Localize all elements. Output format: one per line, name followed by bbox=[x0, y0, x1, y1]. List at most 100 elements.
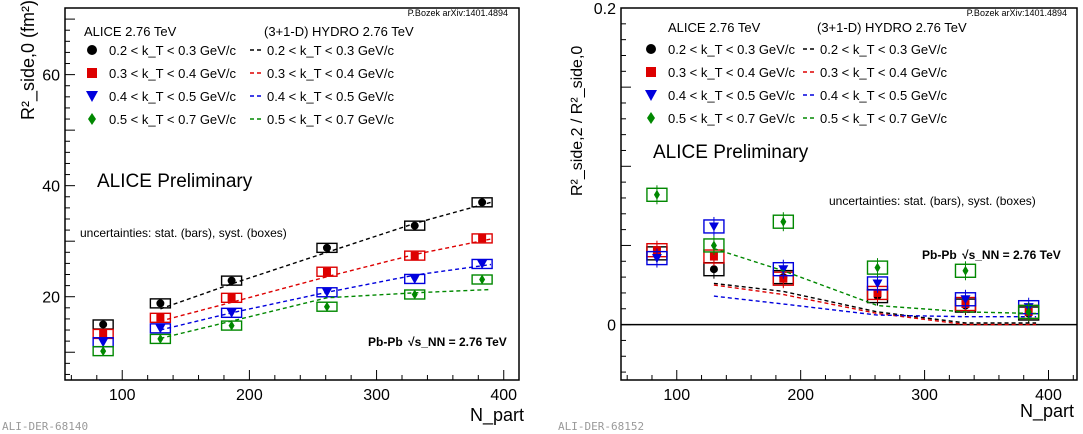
data-layer bbox=[92, 197, 493, 357]
plot-frame bbox=[620, 7, 1078, 381]
data-point bbox=[710, 240, 717, 251]
legend-marker bbox=[86, 91, 98, 102]
y-tick-label: 60 bbox=[42, 68, 60, 85]
x-axis-label: N_part bbox=[1020, 401, 1074, 422]
legend-header-data: ALICE 2.76 TeV bbox=[668, 20, 761, 35]
uncertainties-note: uncertainties: stat. (bars), syst. (boxe… bbox=[80, 226, 287, 240]
legend-header-model: (3+1-D) HYDRO 2.76 TeV bbox=[264, 24, 414, 39]
legend-label-model: 0.2 < k_T < 0.3 GeV/c bbox=[267, 43, 394, 58]
x-axis-label: N_part bbox=[470, 405, 524, 426]
x-tick-label: 100 bbox=[109, 387, 136, 404]
legend-marker bbox=[87, 45, 97, 55]
data-point bbox=[410, 221, 419, 230]
data-point bbox=[99, 329, 108, 338]
data-point bbox=[322, 267, 331, 276]
legend-marker bbox=[88, 113, 96, 125]
data-point bbox=[478, 198, 487, 207]
legend-label-data: 0.2 < k_T < 0.3 GeV/c bbox=[109, 43, 236, 58]
energy-label: √s_NN = 2.76 TeV bbox=[962, 248, 1061, 262]
x-tick-label: 200 bbox=[236, 387, 263, 404]
y-tick-label: 0.2 bbox=[594, 1, 616, 18]
series-1 bbox=[92, 197, 493, 330]
data-point bbox=[960, 295, 971, 305]
data-point bbox=[98, 338, 109, 348]
syst-box bbox=[316, 242, 338, 254]
data-point bbox=[962, 265, 969, 276]
data-point bbox=[227, 293, 236, 302]
attribution: P.Bozek arXiv:1401.4894 bbox=[967, 8, 1067, 18]
data-point bbox=[409, 274, 420, 284]
model-curve bbox=[713, 295, 1037, 318]
series-2 bbox=[92, 233, 493, 340]
x-tick-label: 300 bbox=[363, 387, 390, 404]
legend-marker bbox=[87, 68, 97, 78]
legend-label-model: 0.4 < k_T < 0.5 GeV/c bbox=[820, 88, 947, 103]
system-label: Pb-Pb bbox=[368, 335, 403, 349]
data-point bbox=[156, 299, 165, 308]
legend-header-model: (3+1-D) HYDRO 2.76 TeV bbox=[817, 20, 967, 35]
syst-box bbox=[149, 312, 172, 324]
data-point bbox=[322, 243, 331, 252]
syst-box bbox=[404, 220, 426, 231]
model-curve bbox=[160, 238, 492, 322]
series-3 bbox=[92, 258, 493, 348]
y-tick-label: 40 bbox=[42, 179, 60, 196]
legend-marker bbox=[647, 112, 655, 124]
left-panel: 100 200 300 400 20 40 60 P.Bozek arXiv:1401.4… bbox=[2, 0, 524, 433]
legend-label-data: 0.5 < k_T < 0.7 GeV/c bbox=[668, 111, 795, 126]
legend-label-data: 0.3 < k_T < 0.4 GeV/c bbox=[668, 65, 795, 80]
data-point bbox=[321, 288, 332, 298]
legend: 0.2 < k_T < 0.3 GeV/c 0.2 < k_T < 0.3 GeV… bbox=[86, 43, 394, 127]
legend-header-data: ALICE 2.76 TeV bbox=[84, 24, 177, 39]
data-point bbox=[228, 320, 235, 331]
syst-box bbox=[220, 275, 243, 286]
data-point bbox=[780, 216, 787, 227]
x-tick-label: 200 bbox=[787, 387, 814, 404]
series-4 bbox=[92, 274, 493, 357]
data-point bbox=[709, 265, 718, 274]
legend-label-model: 0.5 < k_T < 0.7 GeV/c bbox=[267, 112, 394, 127]
uncertainties-note: uncertainties: stat. (bars), syst. (boxe… bbox=[829, 194, 1036, 208]
energy-label: √s_NN = 2.76 TeV bbox=[408, 335, 507, 349]
syst-box bbox=[316, 266, 338, 277]
data-point bbox=[100, 346, 107, 357]
x-tick-label: 100 bbox=[663, 387, 690, 404]
panel-id: ALI-DER-68152 bbox=[558, 420, 644, 433]
data-point bbox=[477, 259, 488, 269]
syst-box bbox=[471, 233, 493, 244]
data-point bbox=[478, 234, 487, 243]
data-point bbox=[227, 276, 236, 285]
panel-id: ALI-DER-68140 bbox=[2, 420, 88, 433]
data-point bbox=[155, 324, 166, 334]
syst-box bbox=[471, 197, 493, 208]
legend: 0.2 < k_T < 0.3 GeV/c 0.2 < k_T < 0.3 GeV… bbox=[645, 42, 947, 126]
legend-label-model: 0.3 < k_T < 0.4 GeV/c bbox=[267, 66, 394, 81]
series-3 bbox=[646, 216, 1040, 318]
legend-label-data: 0.4 < k_T < 0.5 GeV/c bbox=[668, 88, 795, 103]
data-point bbox=[226, 308, 237, 318]
data-point bbox=[410, 251, 419, 260]
legend-label-data: 0.5 < k_T < 0.7 GeV/c bbox=[109, 112, 236, 127]
data-point bbox=[651, 254, 662, 264]
right-panel: 100 200 300 400 00.2 P.Bozek arXiv:1401.489… bbox=[558, 1, 1078, 433]
attribution: P.Bozek arXiv:1401.4894 bbox=[408, 8, 508, 18]
y-ticks: 20 40 60 bbox=[42, 7, 75, 375]
data-point bbox=[874, 262, 881, 273]
preliminary-label: ALICE Preliminary bbox=[653, 142, 809, 163]
data-point bbox=[99, 320, 108, 329]
series-4 bbox=[646, 185, 1040, 322]
data-point bbox=[872, 279, 883, 289]
y-axis-label: R²_side,2 / R²_side,0 bbox=[569, 46, 586, 196]
system-label: Pb-Pb bbox=[922, 248, 957, 262]
syst-box bbox=[404, 250, 426, 261]
data-point bbox=[1025, 306, 1032, 317]
x-tick-label: 300 bbox=[911, 387, 938, 404]
legend-label-model: 0.4 < k_T < 0.5 GeV/c bbox=[267, 89, 394, 104]
legend-marker bbox=[646, 44, 656, 54]
legend-label-data: 0.3 < k_T < 0.4 GeV/c bbox=[109, 66, 236, 81]
syst-box bbox=[220, 292, 243, 304]
legend-label-data: 0.4 < k_T < 0.5 GeV/c bbox=[109, 89, 236, 104]
data-point bbox=[778, 265, 789, 275]
x-tick-label: 400 bbox=[1035, 387, 1062, 404]
